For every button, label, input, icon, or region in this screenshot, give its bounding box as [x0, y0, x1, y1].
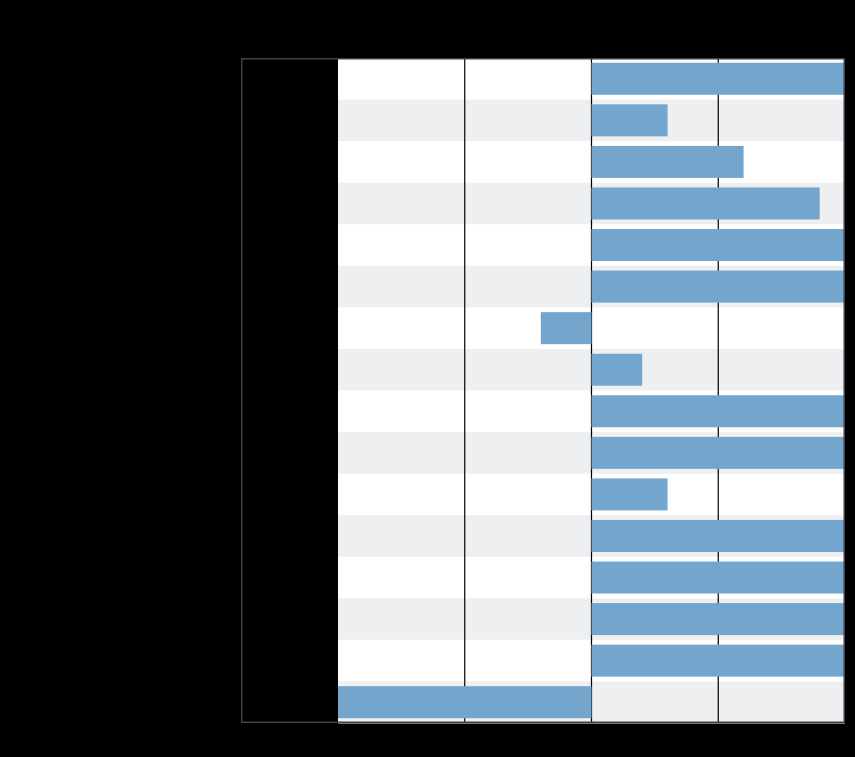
plot-frame	[241, 58, 845, 723]
bar	[591, 229, 845, 262]
bar	[591, 519, 845, 552]
bar	[591, 62, 845, 95]
bar	[591, 353, 643, 386]
bar	[591, 270, 845, 303]
bar	[591, 436, 845, 469]
bar	[591, 395, 845, 428]
bar	[591, 603, 845, 636]
bar	[591, 104, 668, 137]
bar	[591, 644, 845, 677]
bar	[591, 187, 820, 220]
bar	[591, 478, 668, 511]
bar	[540, 312, 592, 345]
label-column	[241, 58, 338, 723]
bar	[338, 686, 592, 719]
bar	[591, 561, 845, 594]
bar	[591, 145, 744, 178]
